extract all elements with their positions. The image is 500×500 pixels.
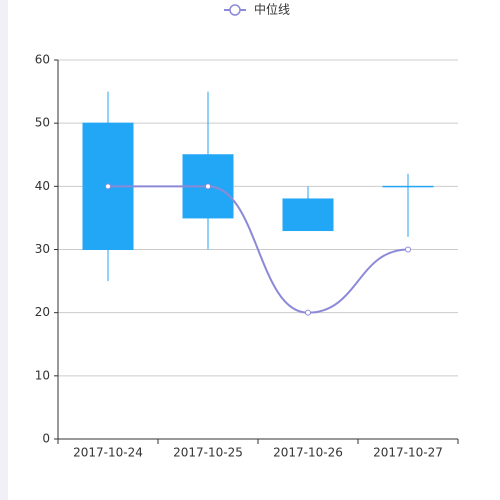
median-line [108, 185, 409, 314]
x-tick-label: 2017-10-24 [73, 446, 143, 460]
box [282, 198, 334, 232]
y-tick-label: 30 [35, 242, 50, 256]
median-point [405, 246, 411, 253]
y-tick-label: 40 [35, 179, 50, 193]
y-tick-label: 10 [35, 368, 50, 382]
x-tick-label: 2017-10-25 [173, 446, 243, 460]
side-strip [0, 0, 8, 500]
median-point [305, 309, 311, 316]
x-tick-label: 2017-10-27 [373, 446, 443, 460]
median-point [205, 183, 211, 190]
y-tick-label: 50 [35, 116, 50, 130]
y-tick-label: 0 [42, 432, 50, 446]
x-tick-label: 2017-10-26 [273, 446, 343, 460]
legend-label: 中位线 [254, 2, 290, 17]
y-tick-label: 60 [35, 53, 50, 67]
box [382, 185, 434, 188]
y-tick-label: 20 [35, 305, 50, 319]
median-point [105, 183, 111, 190]
legend-marker [229, 4, 241, 16]
